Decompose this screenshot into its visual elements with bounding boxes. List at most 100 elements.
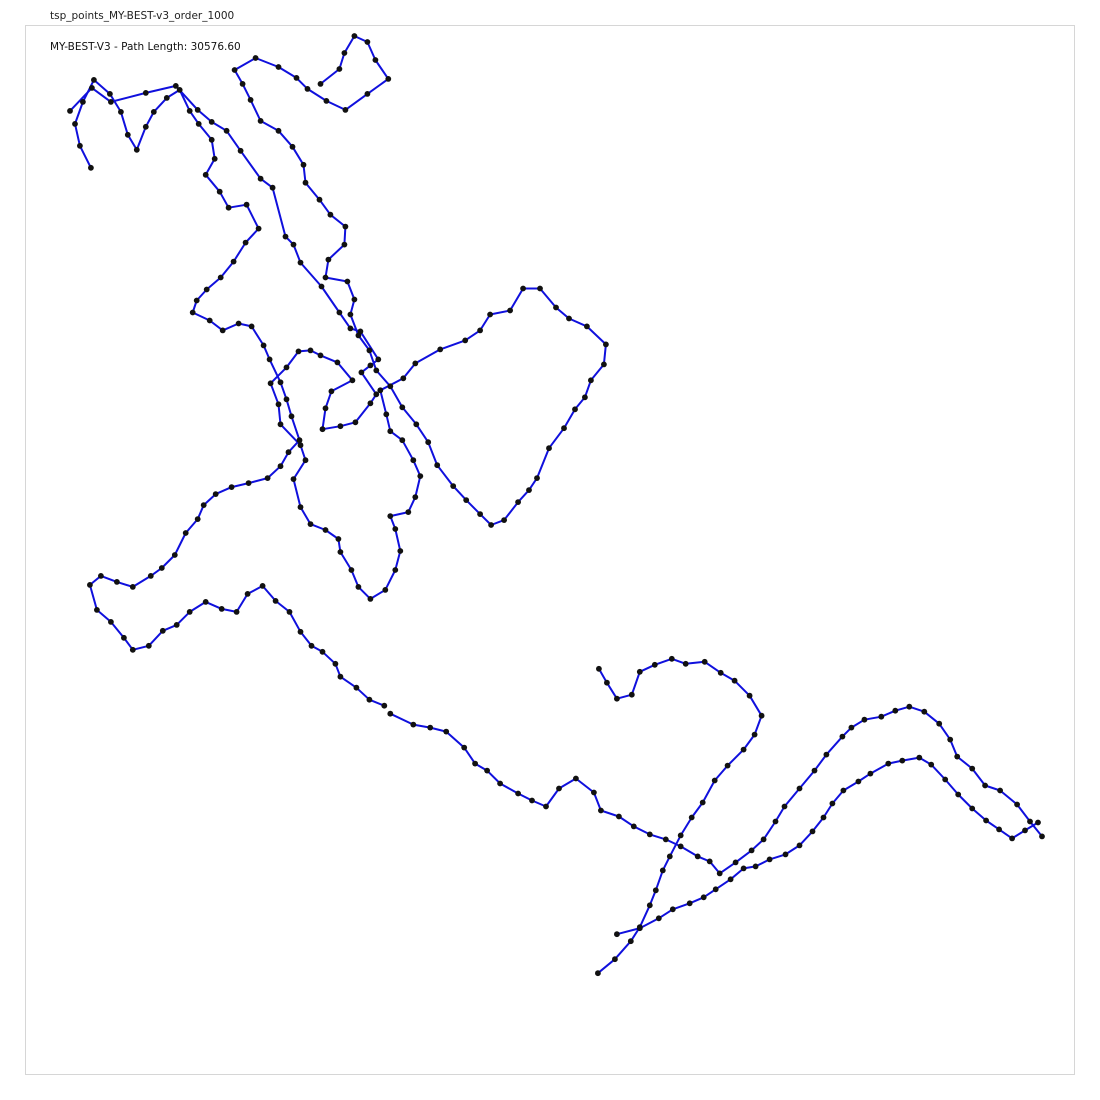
- tsp-point: [277, 463, 284, 470]
- tsp-point: [573, 775, 579, 782]
- tsp-point: [355, 584, 362, 590]
- tsp-point: [304, 86, 311, 92]
- tsp-point: [336, 309, 343, 316]
- tsp-point: [206, 317, 213, 324]
- tsp-point: [381, 702, 388, 709]
- tsp-point: [202, 171, 209, 178]
- tsp-point: [347, 325, 354, 332]
- tsp-point: [646, 902, 653, 909]
- tsp-point: [283, 364, 290, 371]
- tsp-point: [616, 813, 622, 820]
- tsp-point: [342, 107, 349, 113]
- tsp-point: [717, 669, 724, 676]
- tsp-point: [171, 552, 178, 558]
- tsp-point: [194, 107, 201, 113]
- tsp-point: [682, 660, 689, 667]
- tsp-point: [159, 627, 166, 634]
- tsp-point: [349, 377, 356, 384]
- tsp-point: [336, 66, 343, 72]
- tsp-point: [355, 332, 362, 339]
- tsp-point: [758, 712, 765, 719]
- tsp-point: [272, 598, 279, 604]
- tsp-point: [916, 754, 923, 761]
- tsp-point: [677, 832, 684, 839]
- tsp-point: [223, 127, 230, 134]
- tsp-point: [716, 870, 723, 877]
- tsp-point: [121, 634, 127, 641]
- tsp-point: [497, 780, 503, 787]
- tsp-point: [293, 75, 300, 81]
- tsp-point: [208, 119, 215, 125]
- tsp-point: [746, 692, 753, 699]
- tsp-point: [367, 362, 374, 369]
- tsp-point: [694, 853, 701, 860]
- tsp-point: [820, 814, 827, 821]
- tsp-point: [297, 259, 304, 266]
- figure-title: tsp_points_MY-BEST-v3_order_1000: [50, 10, 235, 22]
- tsp-point: [627, 938, 634, 945]
- tsp-point: [133, 146, 140, 153]
- tsp-point: [462, 337, 469, 344]
- tsp-point: [385, 76, 392, 82]
- tsp-point: [572, 406, 578, 413]
- tsp-point: [289, 143, 296, 150]
- tsp-point: [266, 356, 273, 363]
- tsp-point: [255, 225, 262, 232]
- tsp-point: [377, 387, 384, 394]
- tsp-point: [1022, 827, 1028, 834]
- tsp-point: [282, 233, 289, 240]
- tsp-point: [108, 619, 114, 625]
- tsp-point: [969, 805, 976, 812]
- tsp-point: [351, 33, 358, 39]
- tsp-point: [202, 599, 209, 605]
- tsp-point: [91, 77, 97, 83]
- tsp-point: [727, 876, 734, 883]
- tsp-point: [124, 131, 131, 138]
- tsp-point: [526, 487, 532, 493]
- tsp-point: [399, 404, 406, 411]
- tsp-point: [118, 109, 124, 115]
- tsp-point: [752, 863, 759, 870]
- tsp-point: [129, 646, 136, 653]
- tsp-point: [288, 413, 295, 420]
- tsp-point: [387, 428, 394, 435]
- tsp-point: [651, 661, 658, 668]
- tsp-point: [217, 274, 224, 281]
- tsp-point: [612, 956, 618, 963]
- tsp-point: [189, 309, 196, 316]
- tsp-point: [928, 761, 935, 768]
- tsp-point: [150, 109, 157, 115]
- tsp-point: [412, 360, 419, 367]
- tsp-point: [397, 548, 404, 554]
- tsp-point: [477, 327, 483, 334]
- tsp-point: [760, 836, 767, 843]
- tsp-point: [537, 285, 543, 292]
- tsp-point: [145, 642, 152, 649]
- tsp-point: [546, 445, 552, 452]
- tsp-point: [636, 924, 643, 931]
- tsp-point: [233, 609, 240, 615]
- tsp-point: [400, 375, 407, 382]
- tsp-path-plot: [67, 33, 1045, 977]
- tsp-point: [307, 347, 314, 354]
- tsp-point: [211, 155, 218, 162]
- path-segment-5: [597, 657, 763, 974]
- tsp-point: [341, 241, 348, 248]
- tsp-point: [488, 522, 494, 528]
- tsp-point: [982, 782, 988, 789]
- tsp-point: [245, 480, 252, 486]
- tsp-point: [556, 785, 562, 792]
- tsp-point: [463, 497, 470, 503]
- tsp-point: [296, 437, 303, 444]
- tsp-point: [107, 91, 113, 97]
- tsp-point: [1014, 801, 1020, 808]
- tsp-point: [366, 347, 373, 354]
- tsp-point: [630, 823, 637, 830]
- tsp-point: [297, 504, 304, 510]
- tsp-point: [484, 767, 490, 774]
- tsp-point: [529, 797, 535, 804]
- tsp-point: [286, 609, 293, 615]
- tsp-point: [686, 900, 693, 907]
- tsp-point: [367, 400, 374, 407]
- tsp-point: [277, 379, 284, 386]
